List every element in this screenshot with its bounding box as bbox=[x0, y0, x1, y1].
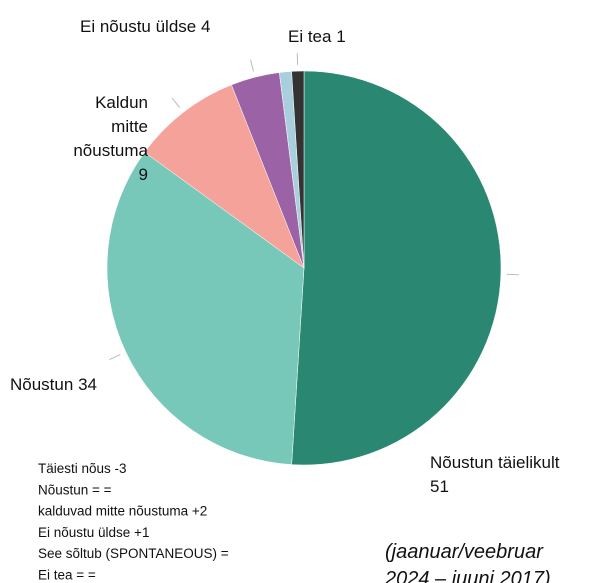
note-line: See sõltub (SPONTANEOUS) = bbox=[38, 546, 229, 561]
slice-label-word: mitte bbox=[111, 117, 148, 136]
leader-line bbox=[171, 97, 180, 108]
leader-line bbox=[250, 59, 255, 72]
slice-label: Kaldun mitte nõustuma 9 bbox=[73, 93, 148, 184]
note-line: Täiesti nõus -3 bbox=[38, 461, 127, 476]
slice-label-value: 34 bbox=[78, 375, 97, 394]
slice-label: Ei nõustu üldse 4 bbox=[80, 17, 210, 36]
slice-label-value: 9 bbox=[139, 165, 148, 184]
annotation: (jaanuar/veebruar bbox=[385, 541, 544, 563]
pie-slice bbox=[144, 84, 305, 269]
slice-label-name: Ei nõustu üldse bbox=[80, 17, 196, 36]
note-line: Ei tea = = bbox=[38, 568, 96, 583]
slice-label-value: 4 bbox=[201, 17, 210, 36]
leader-line bbox=[109, 353, 121, 360]
slice-label-name: Nõustun bbox=[10, 375, 73, 394]
slice-label-value: 1 bbox=[336, 27, 345, 46]
slice-label-name: Nõustun täielikult bbox=[430, 453, 560, 472]
annotation: 2024 – juuni 2017) bbox=[384, 568, 551, 583]
slice-label: Nõustun 34 bbox=[10, 375, 97, 394]
note-line: kalduvad mitte nõustuma +2 bbox=[38, 504, 207, 519]
note-line: Nõustun = = bbox=[38, 482, 112, 497]
slice-label-word: nõustuma bbox=[73, 141, 148, 160]
pie-slice bbox=[291, 70, 502, 466]
slice-label-value: 51 bbox=[430, 477, 449, 496]
slice-label-name: Ei tea bbox=[288, 27, 332, 46]
pie-slice bbox=[106, 151, 305, 465]
slice-label-name: Kaldun mitte nõustuma bbox=[73, 93, 148, 160]
slice-label: Ei tea 1 bbox=[288, 27, 346, 46]
slice-label-word: Kaldun bbox=[95, 93, 148, 112]
note-line: Ei nõustu üldse +1 bbox=[38, 525, 149, 540]
pie-slice bbox=[291, 70, 305, 269]
